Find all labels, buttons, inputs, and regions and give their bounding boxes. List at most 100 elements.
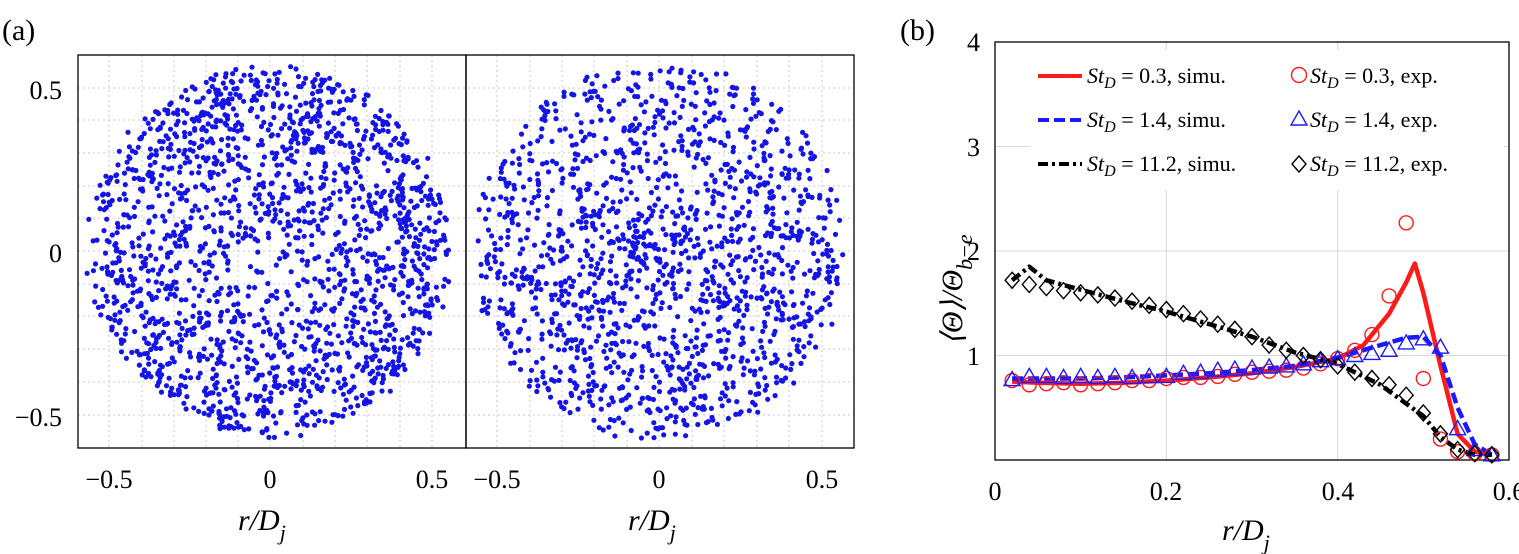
particle-right xyxy=(535,383,541,389)
particle-right xyxy=(553,311,560,317)
particle-right xyxy=(569,142,576,148)
particle-left xyxy=(288,269,294,275)
particle-right xyxy=(734,295,740,301)
particle-left xyxy=(345,350,351,356)
legend-entry-3: StD = 1.4, exp. xyxy=(1310,107,1438,136)
particle-left xyxy=(352,237,358,243)
particle-right xyxy=(578,225,585,231)
particle-right xyxy=(635,217,641,223)
particle-right xyxy=(676,376,682,382)
particle-left xyxy=(183,406,189,412)
particle-left xyxy=(411,204,417,211)
particle-left xyxy=(184,97,191,103)
particle-left xyxy=(309,379,316,385)
particle-left xyxy=(276,69,282,75)
particle-left xyxy=(175,118,181,124)
particle-left xyxy=(236,203,242,209)
panel-a-label: (a) xyxy=(2,14,35,47)
particle-left xyxy=(361,102,367,108)
particle-left xyxy=(182,160,188,166)
particle-left xyxy=(410,343,416,349)
particle-left xyxy=(248,233,254,239)
particle-left xyxy=(135,304,141,310)
particle-right xyxy=(640,260,647,266)
particle-left xyxy=(312,77,318,83)
particle-right xyxy=(818,306,824,312)
particle-right xyxy=(673,181,679,187)
particle-right xyxy=(631,234,637,240)
particle-right xyxy=(683,345,690,352)
particle-right xyxy=(726,366,732,372)
particle-left xyxy=(433,284,439,290)
particle-right xyxy=(505,227,511,234)
particle-left xyxy=(84,270,90,276)
particle-right xyxy=(725,271,731,277)
particle-left xyxy=(308,320,314,326)
particle-left xyxy=(196,99,202,105)
particle-right xyxy=(728,262,734,268)
particle-right xyxy=(568,133,574,139)
particle-left xyxy=(358,183,364,189)
particle-left xyxy=(348,404,354,410)
particle-left xyxy=(385,168,391,174)
particle-right xyxy=(517,161,523,168)
particle-right xyxy=(705,187,711,193)
particle-right xyxy=(563,399,569,405)
particle-right xyxy=(596,275,602,281)
particle-left xyxy=(274,162,280,168)
particle-left xyxy=(220,414,226,420)
particle-right xyxy=(669,65,675,71)
particle-right xyxy=(671,327,677,333)
particle-right xyxy=(779,171,785,177)
particle-right xyxy=(716,298,722,304)
particle-left xyxy=(402,366,408,373)
particle-left xyxy=(235,399,241,406)
particle-right xyxy=(825,295,831,301)
particle-right xyxy=(487,266,493,272)
particle-left xyxy=(114,220,121,227)
particle-left xyxy=(214,360,220,367)
particle-left xyxy=(391,137,397,143)
particle-right xyxy=(774,299,780,305)
particle-left xyxy=(249,97,255,103)
panel-a-right-points xyxy=(475,65,846,441)
particle-right xyxy=(581,347,587,353)
particle-left xyxy=(171,359,177,365)
particle-left xyxy=(409,258,415,264)
particle-left xyxy=(196,357,203,363)
particle-left xyxy=(261,184,267,190)
particle-right xyxy=(703,267,709,273)
particle-left xyxy=(172,240,178,246)
particle-left xyxy=(281,349,287,355)
particle-right xyxy=(744,275,750,281)
particle-right xyxy=(539,331,545,337)
particle-left xyxy=(139,372,145,378)
particle-left xyxy=(158,389,165,395)
particle-right xyxy=(632,116,639,122)
particle-left xyxy=(427,192,433,198)
particle-left xyxy=(306,388,312,394)
particle-right xyxy=(492,240,498,247)
particle-right xyxy=(590,220,596,226)
particle-left xyxy=(426,246,432,252)
particle-left xyxy=(356,195,362,201)
particle-right xyxy=(732,186,739,192)
particle-left xyxy=(338,250,344,256)
particle-right xyxy=(608,347,614,353)
particle-right xyxy=(756,110,762,116)
particle-right xyxy=(761,150,767,156)
particle-left xyxy=(207,252,213,258)
particle-right xyxy=(723,71,729,77)
particle-right xyxy=(607,309,613,315)
particle-right xyxy=(518,348,524,354)
particle-left xyxy=(158,172,164,178)
marker-circle xyxy=(1432,431,1449,447)
particle-left xyxy=(404,139,410,145)
particle-right xyxy=(553,160,560,167)
particle-left xyxy=(270,413,277,419)
particle-left xyxy=(425,303,431,309)
particle-left xyxy=(235,308,241,314)
particle-left xyxy=(130,282,136,288)
particle-left xyxy=(231,408,238,414)
particle-right xyxy=(618,353,624,359)
